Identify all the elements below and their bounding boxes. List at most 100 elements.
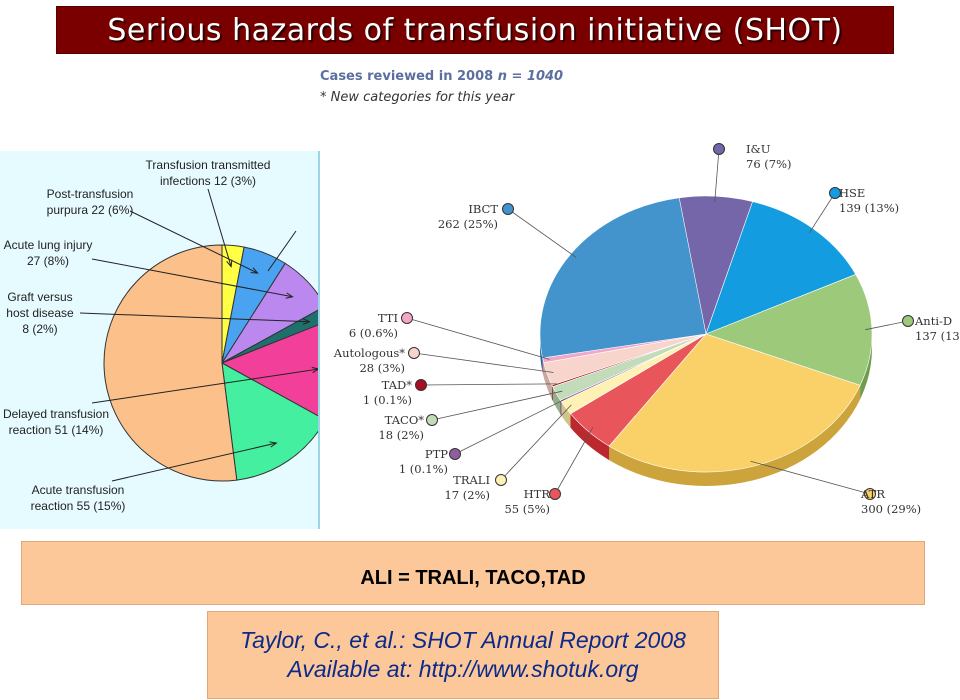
- right-pie-marker-autologous: [408, 347, 420, 359]
- svg-text:18 (2%): 18 (2%): [378, 428, 424, 442]
- left-pie-label-4: Graft versus host disease 8 (2%): [6, 290, 74, 336]
- right-pie-slice-atr: [608, 333, 861, 473]
- svg-text:76 (7%): 76 (7%): [746, 157, 792, 171]
- svg-text:Acute transfusion: Acute transfusion: [32, 483, 125, 497]
- reference-line-2: Available at: http://www.shotuk.org: [287, 656, 639, 682]
- right-pie-marker-ptp: [449, 448, 461, 460]
- right-pie-side-tad: [551, 385, 553, 401]
- svg-text:1 (0.1%): 1 (0.1%): [399, 462, 448, 476]
- right-pie-label-tad: TAD*1 (0.1%): [363, 378, 412, 407]
- right-pie-side-trali: [561, 401, 571, 428]
- svg-text:262 (25%): 262 (25%): [438, 217, 498, 231]
- svg-text:PTP: PTP: [425, 447, 448, 461]
- right-pie-leader-tti: [406, 317, 550, 360]
- left-pie-label-3: Acute lung injury 27 (8%): [4, 238, 93, 268]
- svg-text:I&U: I&U: [746, 142, 771, 156]
- left-pie-cropped-leader: [267, 230, 297, 272]
- left-pie-panel: Transfusion transmitted infections 12 (3%…: [0, 151, 320, 529]
- svg-text:reaction 51 (14%): reaction 51 (14%): [9, 423, 104, 437]
- right-pie-panel: Cases reviewed in 2008 n = 1040 * New cat…: [318, 62, 960, 532]
- left-pie-arrowhead-5: [311, 366, 318, 374]
- svg-text:28 (3%): 28 (3%): [359, 361, 405, 375]
- right-pie-marker-anti-d: [902, 315, 914, 327]
- right-pie-label-i-u: I&U76 (7%): [746, 142, 792, 171]
- left-pie-label-2: Post-transfusion purpura 22 (6%): [47, 187, 134, 217]
- right-pie-chart: Cases reviewed in 2008 n = 1040 * New cat…: [320, 69, 960, 516]
- svg-text:ATR: ATR: [860, 487, 885, 501]
- right-pie-leader-tad: [420, 383, 559, 386]
- svg-text:Post-transfusion: Post-transfusion: [47, 187, 134, 201]
- left-pie-slice-7: [103, 244, 238, 482]
- right-pie-slice-ibct: [539, 197, 707, 359]
- svg-text:1 (0.1%): 1 (0.1%): [363, 393, 412, 407]
- left-pie-leader-2: [129, 210, 258, 274]
- svg-text:Delayed transfusion: Delayed transfusion: [3, 407, 109, 421]
- right-pie-label-autologous: Autologous*28 (3%): [333, 346, 405, 375]
- left-pie-arrowhead-4: [302, 318, 311, 325]
- svg-text:reaction 55 (15%): reaction 55 (15%): [31, 499, 126, 513]
- left-pie-arrowhead-6: [269, 441, 278, 448]
- right-pie-side-htr: [570, 413, 610, 461]
- svg-text:IBCT: IBCT: [468, 202, 498, 216]
- right-chart-title: Cases reviewed in 2008 n = 1040: [320, 69, 563, 84]
- svg-text:27 (8%): 27 (8%): [27, 254, 69, 268]
- svg-text:17 (2%): 17 (2%): [444, 488, 490, 502]
- right-pie-marker-ibct: [502, 203, 514, 215]
- right-pie-side-anti-d: [860, 334, 872, 400]
- right-pie-leader-ptp: [454, 397, 567, 455]
- svg-text:Anti-D: Anti-D: [914, 314, 952, 328]
- svg-text:Acute lung injury: Acute lung injury: [4, 238, 93, 252]
- svg-text:55 (5%): 55 (5%): [504, 502, 550, 516]
- svg-text:TTI: TTI: [378, 311, 398, 325]
- right-pie-leader-hse: [808, 192, 836, 234]
- svg-text:Transfusion transmitted: Transfusion transmitted: [146, 158, 271, 172]
- right-pie-marker-i-u: [713, 143, 725, 155]
- right-pie-leader-trali: [500, 404, 572, 481]
- svg-text:6 (0.6%): 6 (0.6%): [349, 326, 398, 340]
- svg-text:300 (29%): 300 (29%): [861, 502, 921, 516]
- right-pie-marker-atr: [864, 488, 876, 500]
- left-pie-leader-6: [111, 442, 277, 482]
- svg-text:infections 12 (3%): infections 12 (3%): [160, 174, 256, 188]
- reference-line-1: Taylor, C., et al.: SHOT Annual Report 2…: [240, 627, 686, 653]
- right-pie-marker-taco: [426, 414, 438, 426]
- right-pie-slice-anti-d: [705, 274, 873, 386]
- left-pie-slice-3: [221, 262, 318, 364]
- left-pie-arrowhead-1: [226, 259, 233, 268]
- svg-text:8 (2%): 8 (2%): [22, 322, 57, 336]
- right-pie-leader-autologous: [413, 352, 554, 373]
- right-pie-side-ibct: [540, 334, 543, 372]
- svg-text:139 (13%): 139 (13%): [839, 201, 899, 215]
- left-pie-label-1: Transfusion transmitted infections 12 (3%…: [146, 158, 271, 188]
- left-pie-arrowhead-3: [285, 292, 294, 299]
- right-pie-leader-htr: [554, 427, 594, 495]
- reference-box: Taylor, C., et al.: SHOT Annual Report 2…: [207, 611, 719, 699]
- right-pie-leader-ibct: [507, 208, 577, 258]
- left-pie-leader-3: [91, 258, 293, 298]
- right-pie-marker-tti: [401, 312, 413, 324]
- left-pie-label-5: Delayed transfusion reaction 51 (14%): [3, 407, 109, 437]
- right-pie-leader-taco: [431, 390, 563, 421]
- svg-text:host disease: host disease: [6, 306, 74, 320]
- title-bar: Serious hazards of transfusion initiativ…: [56, 6, 894, 54]
- left-pie-slice-6: [221, 362, 318, 481]
- right-pie-side-autologous: [543, 362, 552, 400]
- right-pie-label-taco: TACO*18 (2%): [378, 413, 424, 442]
- right-pie-slice-hse: [705, 201, 857, 335]
- ali-note: ALI = TRALI, TACO,TAD: [360, 566, 586, 589]
- right-pie-marker-hse: [829, 187, 841, 199]
- svg-text:Autologous*: Autologous*: [333, 346, 405, 360]
- page-title: Serious hazards of transfusion initiativ…: [107, 12, 843, 48]
- right-pie-marker-tad: [415, 379, 427, 391]
- right-pie-side-atr: [609, 385, 861, 486]
- svg-text:TRALI: TRALI: [453, 473, 490, 487]
- left-pie-slice-5: [220, 324, 318, 417]
- right-pie-leader-anti-d: [865, 320, 909, 331]
